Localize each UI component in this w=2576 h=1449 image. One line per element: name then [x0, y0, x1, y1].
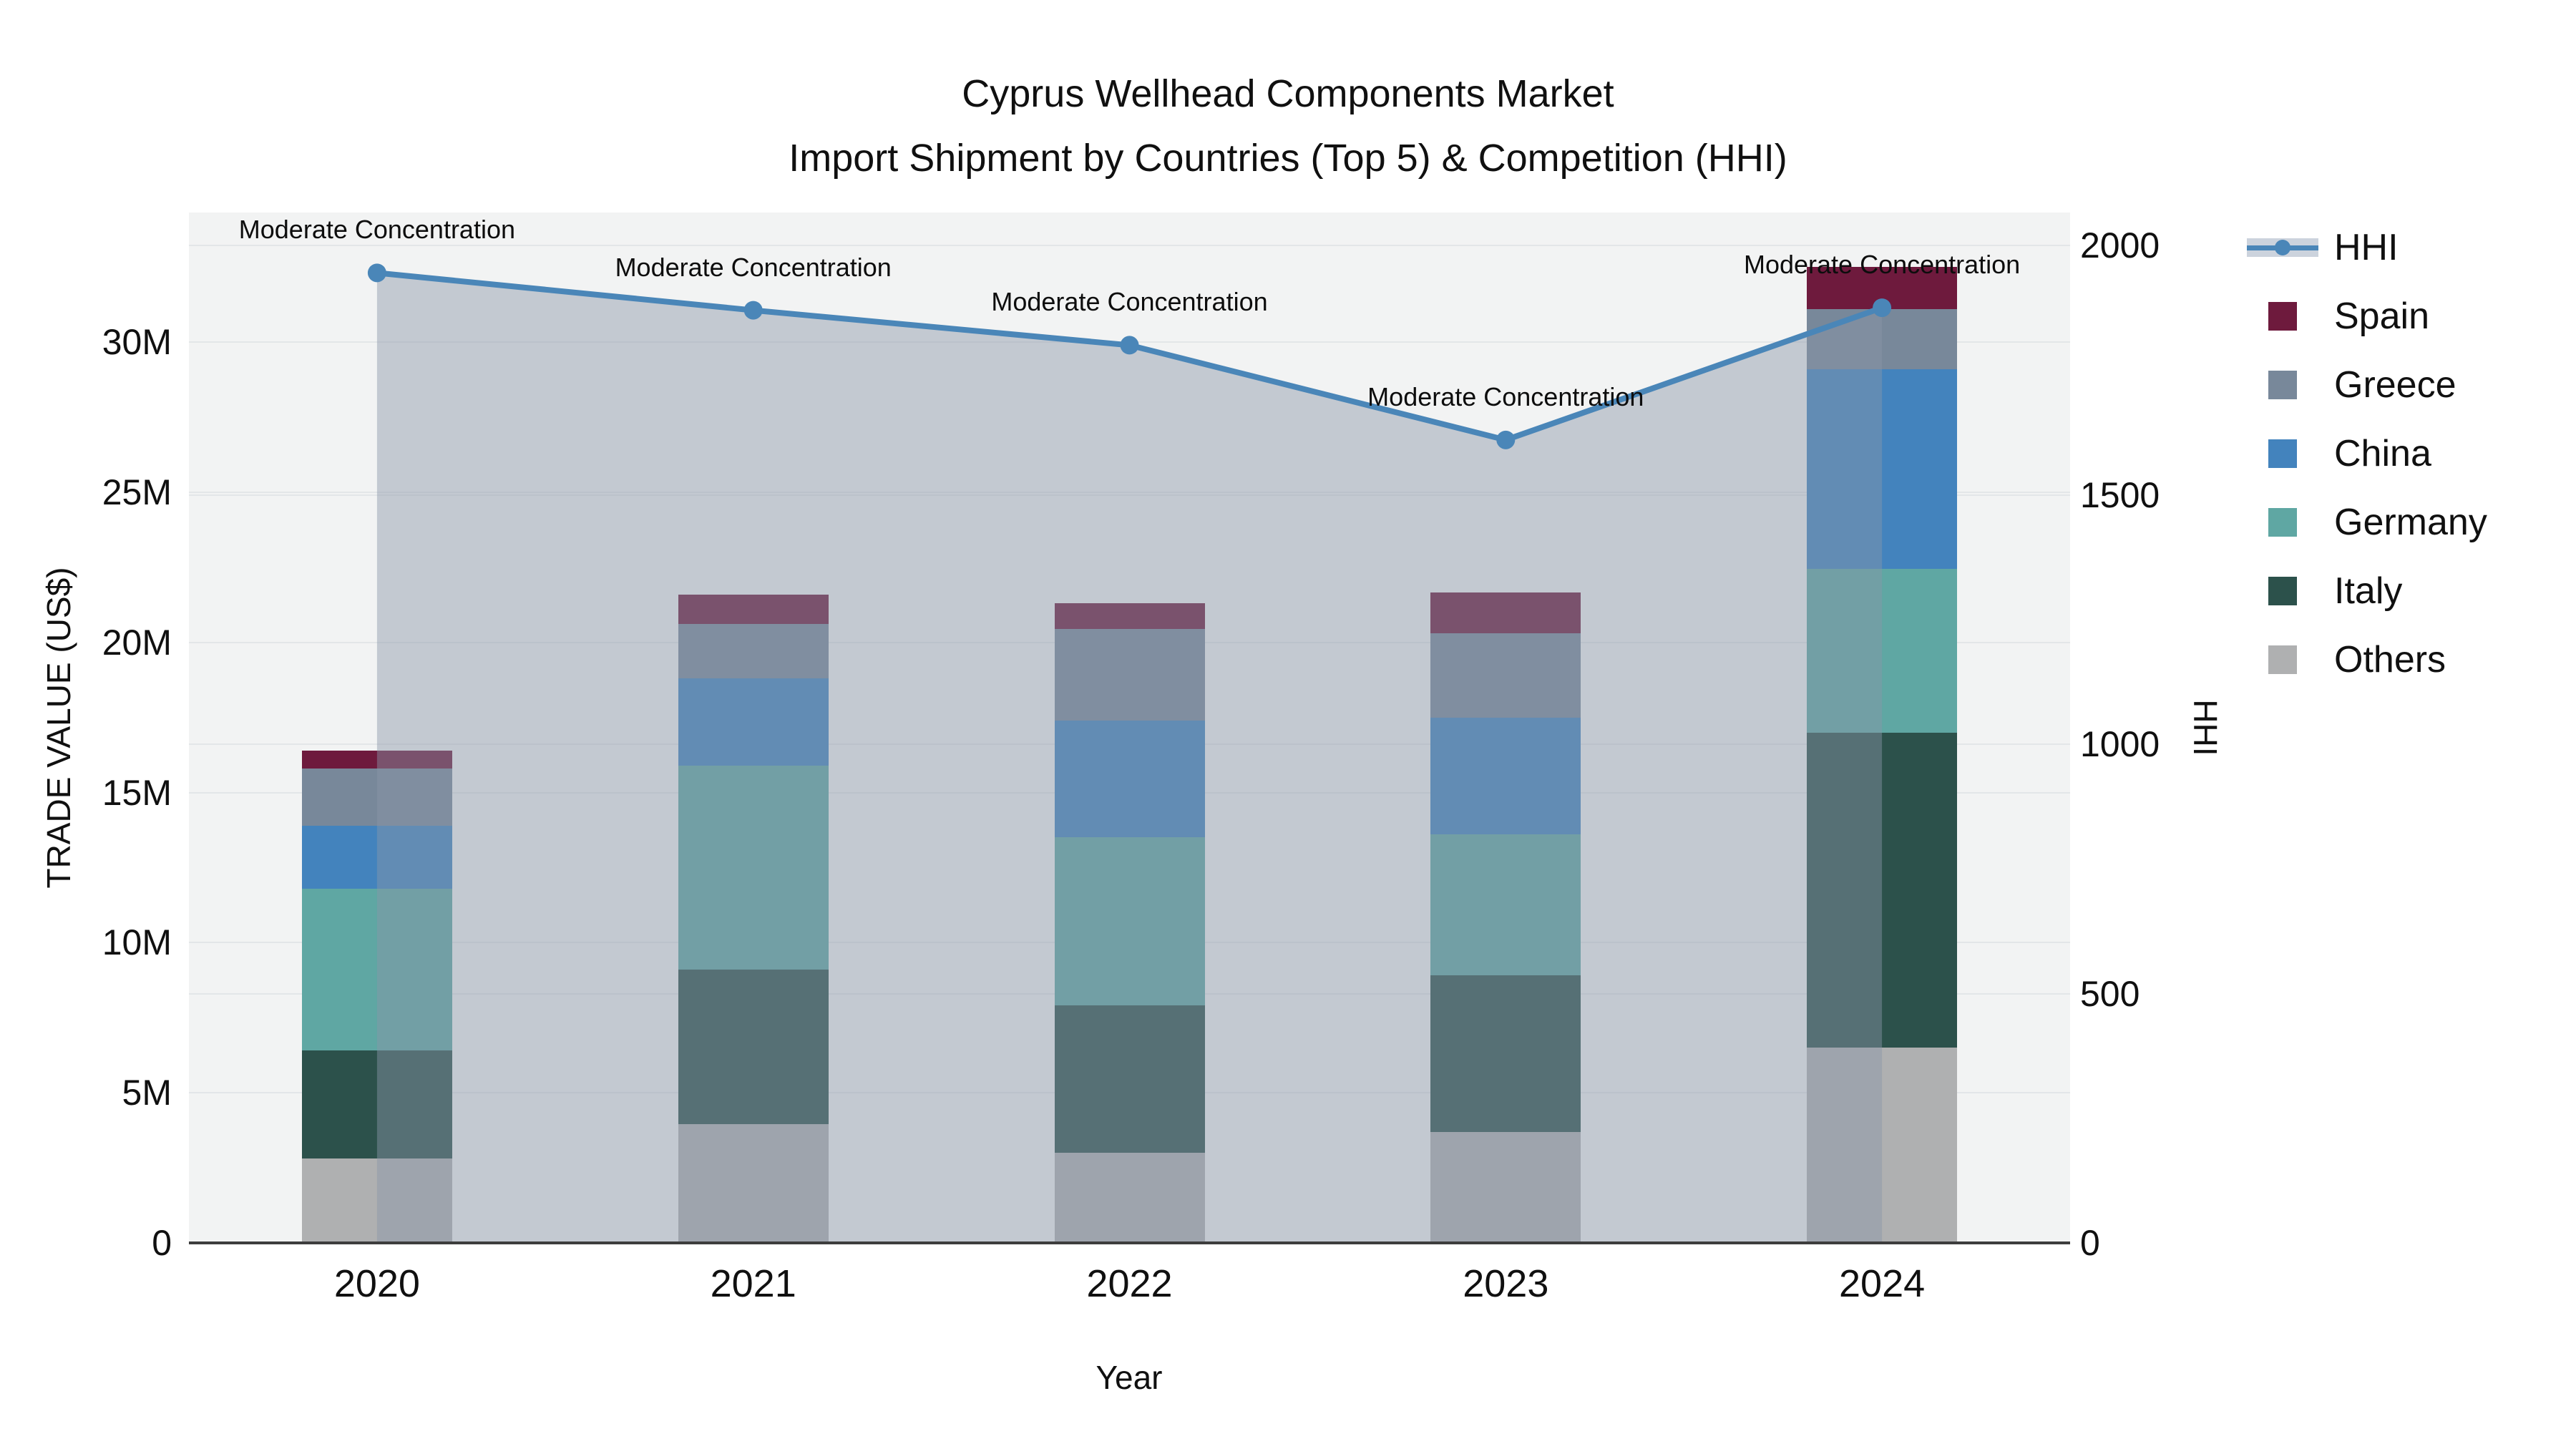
bar-segment-china-2023[interactable]: [1430, 717, 1581, 835]
legend: HHI Spain Greece China Germany Italy Others: [2247, 228, 2487, 708]
x-tick-2020: 2020: [333, 1262, 420, 1305]
legend-line-sample-icon: [2247, 233, 2318, 262]
y-left-tick: 30M: [102, 322, 172, 362]
y-left-tick: 20M: [102, 622, 172, 663]
y-left-tick: 5M: [122, 1073, 172, 1113]
y-right-tick: 0: [2080, 1223, 2100, 1263]
y-right-tick: 1000: [2080, 724, 2160, 764]
bar-segment-italy-2020[interactable]: [301, 1050, 452, 1159]
annotation-2020: Moderate Concentration: [238, 215, 516, 245]
y-right-tick: 500: [2080, 973, 2140, 1014]
legend-label-hhi: HHI: [2334, 227, 2399, 268]
bar-segment-others-2021[interactable]: [678, 1124, 829, 1243]
bar-segment-greece-2021[interactable]: [678, 624, 829, 679]
legend-swatch-greece: [2247, 371, 2318, 399]
hhi-marker-2024[interactable]: [1873, 298, 1892, 318]
legend-item-greece[interactable]: Greece: [2247, 365, 2487, 405]
legend-swatch-germany: [2247, 508, 2318, 537]
bar-segment-italy-2022[interactable]: [1054, 1005, 1205, 1153]
chart-title: Cyprus Wellhead Components Market Import…: [0, 62, 2576, 190]
x-tick-2022: 2022: [1086, 1262, 1173, 1305]
bar-segment-china-2024[interactable]: [1807, 369, 1958, 569]
bar-segment-greece-2020[interactable]: [301, 768, 452, 826]
legend-swatch-spain-icon: [2268, 302, 2297, 331]
annotation-2021: Moderate Concentration: [615, 252, 892, 282]
bar-segment-china-2021[interactable]: [678, 678, 829, 766]
bar-segment-germany-2021[interactable]: [678, 765, 829, 970]
annotation-2022: Moderate Concentration: [991, 287, 1268, 317]
y-left-tick: 15M: [102, 772, 172, 813]
hhi-marker-swatch: [2275, 240, 2290, 255]
legend-label-spain: Spain: [2334, 296, 2429, 337]
bar-segment-others-2022[interactable]: [1054, 1153, 1205, 1243]
legend-swatch-china: [2247, 439, 2318, 468]
x-tick-2023: 2023: [1463, 1262, 1549, 1305]
hhi-marker-2021[interactable]: [743, 301, 763, 320]
bar-segment-greece-2024[interactable]: [1807, 308, 1958, 369]
gridline: [189, 491, 2070, 493]
bar-segment-spain-2020[interactable]: [301, 750, 452, 769]
x-tick-2024: 2024: [1839, 1262, 1926, 1305]
x-tick-2021: 2021: [710, 1262, 796, 1305]
y-right-tick: 2000: [2080, 225, 2160, 265]
plot-area: Moderate Concentration Moderate Concentra…: [189, 213, 2070, 1244]
bar-segment-others-2023[interactable]: [1430, 1131, 1581, 1243]
legend-label-others: Others: [2334, 639, 2446, 680]
chart-title-line2: Import Shipment by Countries (Top 5) & C…: [789, 137, 1787, 180]
chart-title-line1: Cyprus Wellhead Components Market: [962, 72, 1614, 115]
legend-swatch-china-icon: [2268, 439, 2297, 468]
bar-segment-greece-2023[interactable]: [1430, 633, 1581, 718]
bar-segment-others-2020[interactable]: [301, 1158, 452, 1243]
hhi-marker-2023[interactable]: [1496, 430, 1516, 449]
y-left-tick: 25M: [102, 472, 172, 512]
legend-label-china: China: [2334, 433, 2431, 474]
bar-segment-germany-2024[interactable]: [1807, 568, 1958, 733]
gridline: [189, 494, 2070, 496]
bar-segment-greece-2022[interactable]: [1054, 628, 1205, 721]
legend-item-others[interactable]: Others: [2247, 640, 2487, 680]
legend-swatch-germany-icon: [2268, 508, 2297, 537]
legend-item-hhi[interactable]: HHI: [2247, 228, 2487, 268]
bar-segment-italy-2023[interactable]: [1430, 975, 1581, 1132]
legend-swatch-italy-icon: [2268, 577, 2297, 605]
legend-item-italy[interactable]: Italy: [2247, 571, 2487, 611]
x-axis-title: Year: [1096, 1359, 1163, 1396]
legend-label-italy: Italy: [2334, 570, 2403, 612]
bar-segment-spain-2021[interactable]: [678, 594, 829, 625]
bar-segment-spain-2022[interactable]: [1054, 603, 1205, 629]
legend-swatch-italy: [2247, 577, 2318, 605]
hhi-marker-2022[interactable]: [1120, 336, 1139, 355]
y-left-tick: 0: [152, 1223, 172, 1263]
legend-label-greece: Greece: [2334, 364, 2457, 406]
legend-swatch-others-icon: [2268, 645, 2297, 674]
bar-segment-china-2022[interactable]: [1054, 720, 1205, 838]
y-left-tick: 10M: [102, 922, 172, 963]
hhi-marker-2020[interactable]: [367, 263, 386, 283]
bar-segment-others-2024[interactable]: [1807, 1048, 1958, 1243]
bar-segment-germany-2022[interactable]: [1054, 837, 1205, 1006]
legend-swatch-others: [2247, 645, 2318, 674]
hhi-line-layer: [367, 263, 1892, 1242]
legend-item-germany[interactable]: Germany: [2247, 502, 2487, 542]
x-axis-line: [189, 1241, 2070, 1244]
annotation-2024: Moderate Concentration: [1743, 250, 2021, 280]
bar-segment-germany-2023[interactable]: [1430, 834, 1581, 976]
legend-label-germany: Germany: [2334, 502, 2487, 543]
bar-segment-italy-2024[interactable]: [1807, 732, 1958, 1048]
legend-item-spain[interactable]: Spain: [2247, 296, 2487, 336]
y-right-tick: 1500: [2080, 474, 2160, 515]
annotation-2023: Moderate Concentration: [1367, 381, 1644, 411]
legend-swatch-spain: [2247, 302, 2318, 331]
bar-segment-spain-2023[interactable]: [1430, 592, 1581, 634]
y-axis-title-left: TRADE VALUE (US$): [40, 567, 77, 889]
gridline: [189, 245, 2070, 246]
hhi-area-fill: [376, 273, 1883, 1242]
bar-segment-china-2020[interactable]: [301, 825, 452, 889]
legend-item-china[interactable]: China: [2247, 434, 2487, 474]
legend-swatch-greece-icon: [2268, 371, 2297, 399]
bar-segment-germany-2020[interactable]: [301, 888, 452, 1051]
bar-segment-italy-2021[interactable]: [678, 970, 829, 1125]
